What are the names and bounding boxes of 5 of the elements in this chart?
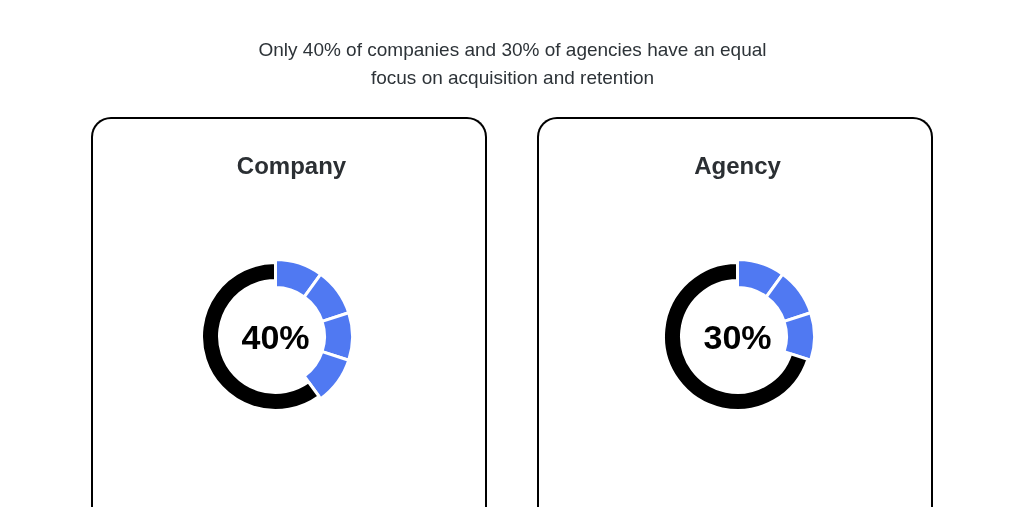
text: Only 40% of companies and 30% of agencies have an equal focus on acquisition and retention [258,38,767,89]
text: 40% [241,317,310,356]
chart-title: Company [236,152,347,179]
text: 30% [703,317,772,356]
chart-title: Agency [694,152,782,179]
